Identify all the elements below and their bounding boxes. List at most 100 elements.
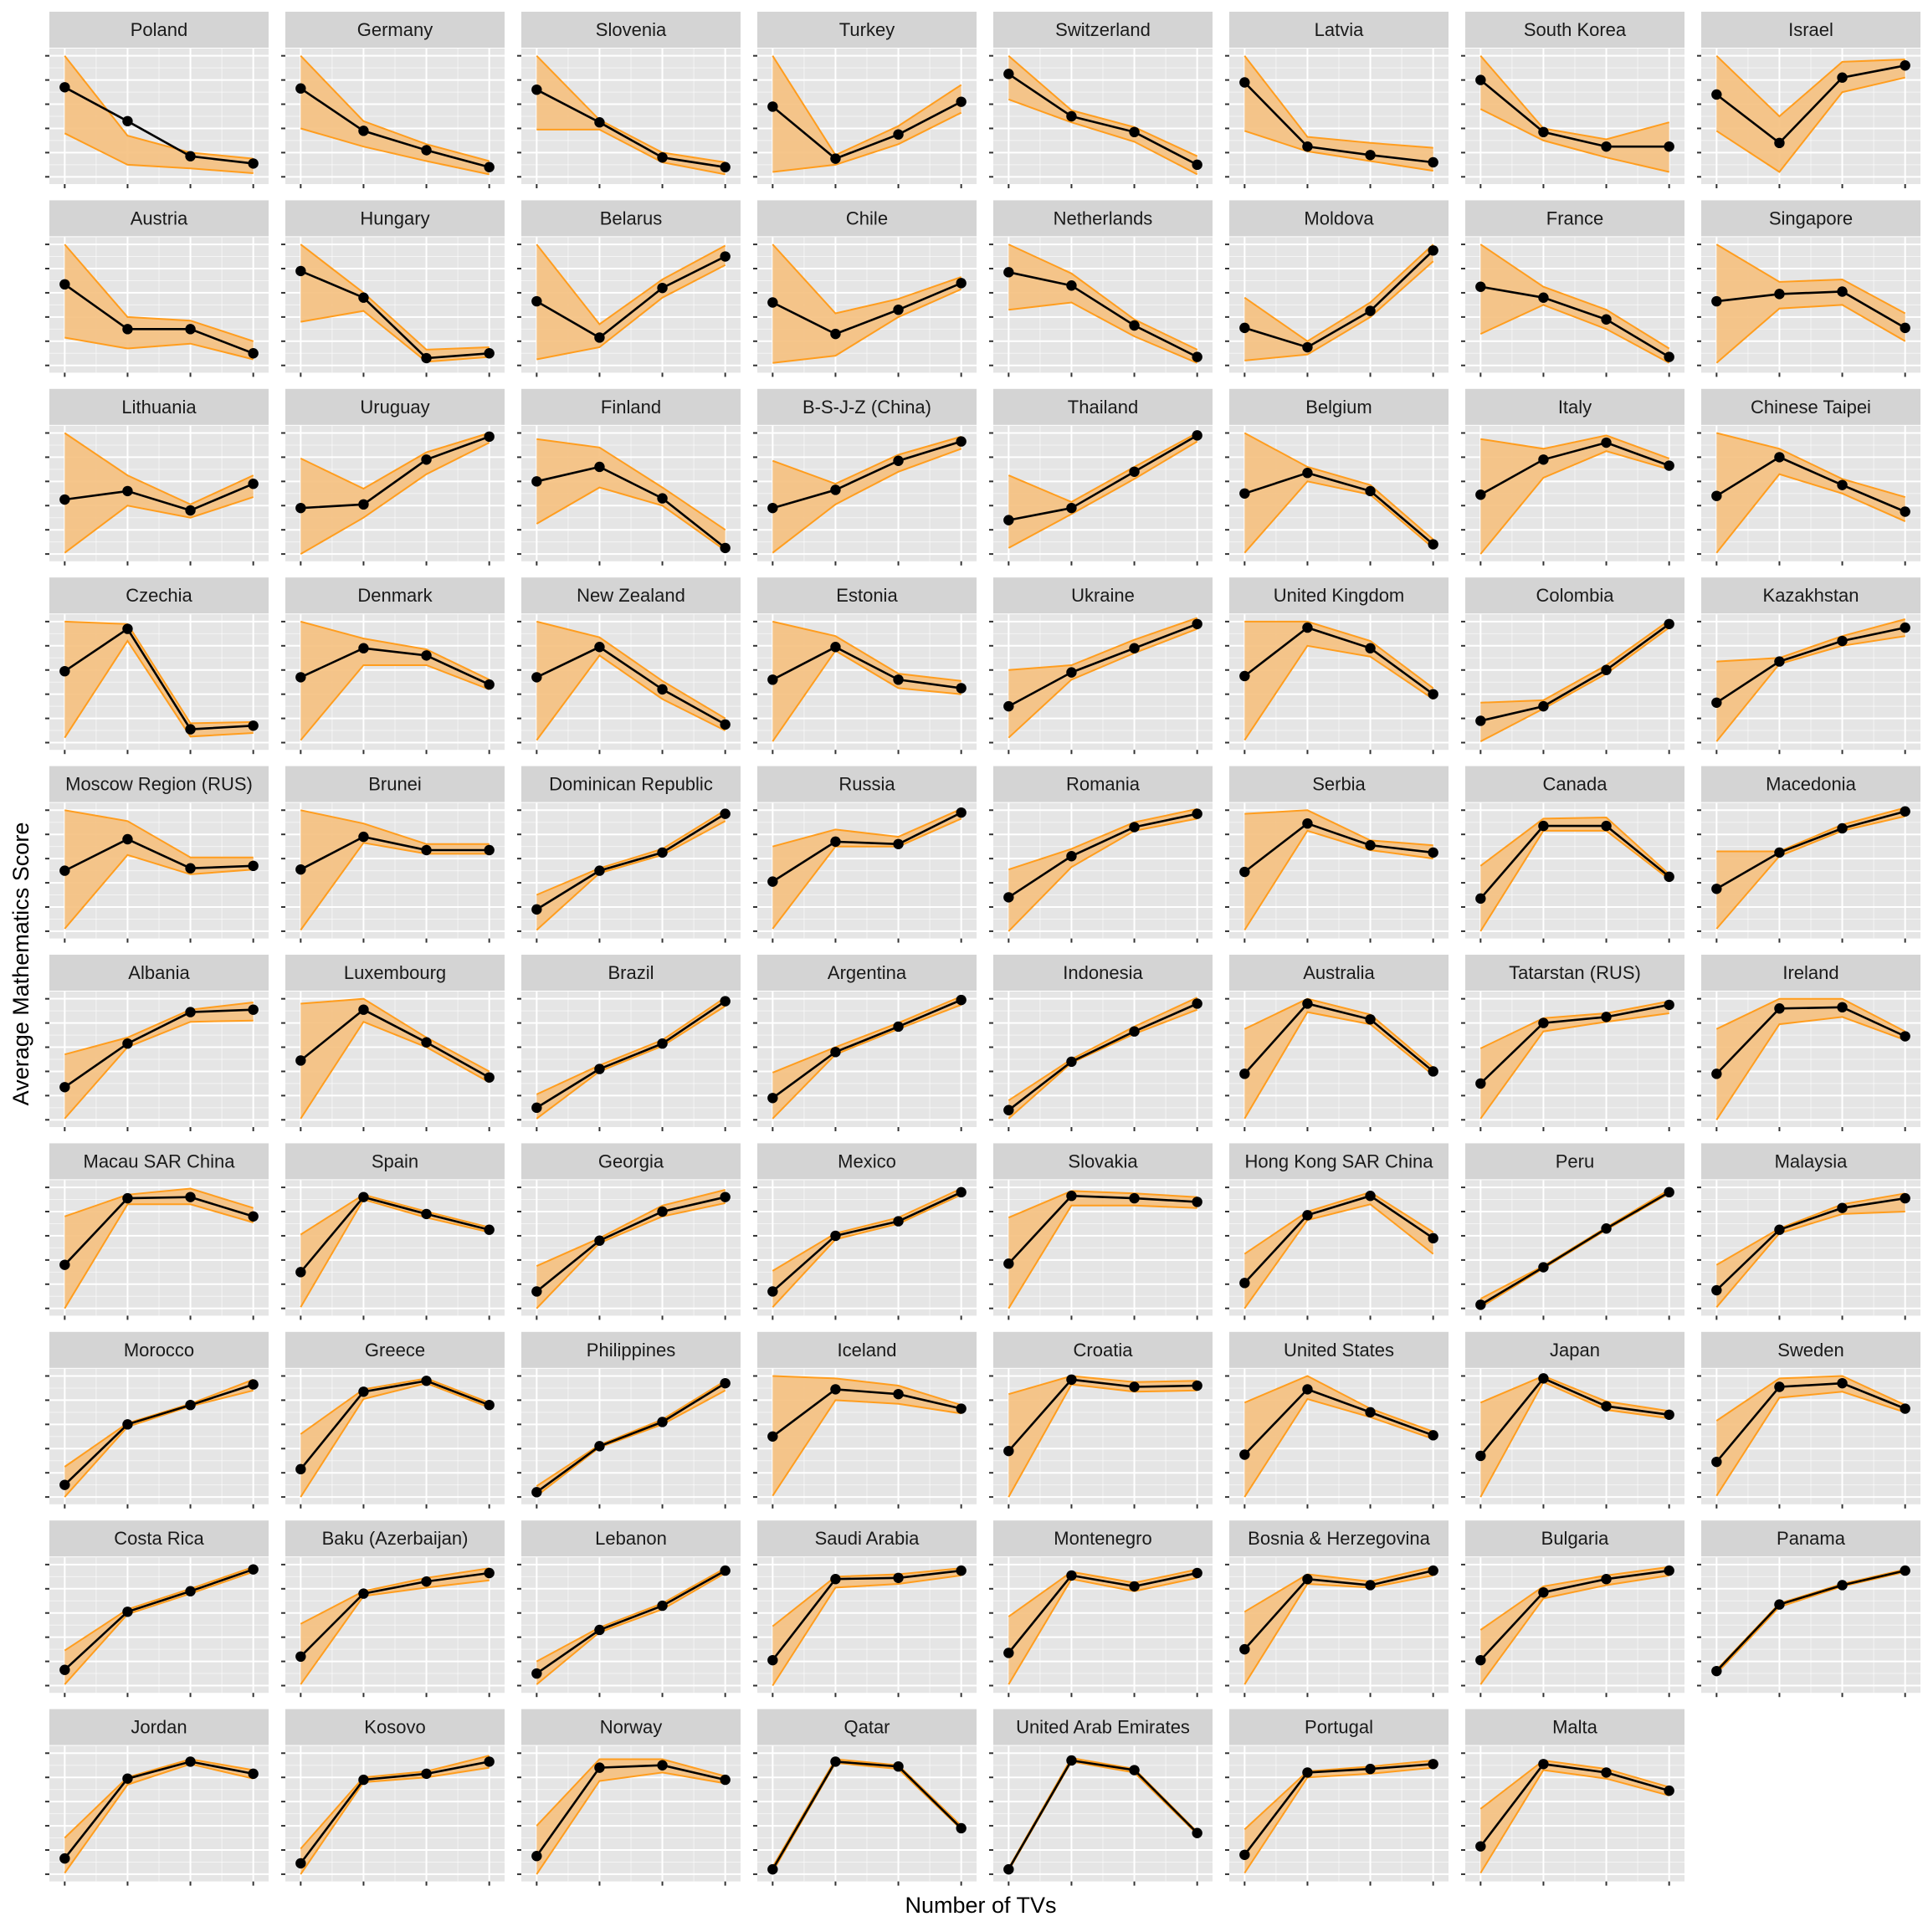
upper-bound-line — [772, 807, 962, 848]
y-axis-title: Average Mathematics Score — [8, 823, 33, 1106]
upper-bound-line — [64, 55, 254, 160]
upper-bound-line — [772, 1187, 962, 1272]
mean-line — [64, 86, 254, 165]
data-point — [830, 484, 841, 495]
data-point — [1066, 110, 1077, 122]
facet-panel: Hong Kong SAR China — [1225, 1143, 1449, 1320]
data-point — [830, 642, 841, 653]
confidence-band — [1716, 998, 1905, 1120]
facet-panel: Luxembourg — [281, 955, 505, 1131]
upper-bound-line — [300, 55, 490, 162]
mean-line — [1479, 79, 1669, 148]
facet-strip — [993, 1143, 1213, 1180]
facet-strip — [1465, 955, 1684, 991]
facet-title: Turkey — [839, 19, 895, 40]
mean-line — [536, 465, 726, 549]
data-point — [956, 96, 967, 107]
data-point — [1003, 1863, 1014, 1875]
data-point — [358, 499, 369, 510]
facet-strip — [1465, 1143, 1684, 1180]
facet-title: Colombia — [1536, 585, 1615, 606]
lower-bound-line — [772, 1399, 961, 1497]
mean-line — [300, 435, 490, 510]
upper-bound-line — [772, 1758, 962, 1868]
mean-line — [1479, 441, 1670, 496]
mean-line — [772, 440, 962, 510]
data-point — [1900, 1192, 1910, 1204]
lower-bound-line — [1479, 829, 1670, 932]
data-point — [484, 1072, 495, 1083]
lower-bound-line — [300, 127, 490, 176]
mean-line — [300, 835, 490, 871]
lower-bound-line — [1008, 1383, 1197, 1498]
data-point — [185, 505, 196, 516]
facet-strip — [757, 1709, 977, 1745]
data-point — [1601, 141, 1612, 152]
facet-panel: Chile — [753, 200, 977, 377]
data-point — [1302, 1384, 1313, 1395]
data-point — [1365, 485, 1376, 497]
facet-strip — [757, 955, 977, 991]
data-point — [1601, 1223, 1612, 1234]
facet-title: Chile — [846, 208, 888, 228]
data-point — [421, 1037, 432, 1048]
data-point — [1192, 618, 1202, 629]
data-point — [295, 1267, 306, 1278]
data-point — [1774, 656, 1785, 667]
confidence-band — [1244, 433, 1433, 553]
lower-bound-line — [536, 486, 726, 551]
mean-line — [772, 282, 962, 336]
data-point — [248, 348, 259, 359]
lower-bound-line — [772, 1193, 962, 1308]
data-point — [1192, 1197, 1202, 1207]
data-point — [1365, 1014, 1376, 1025]
facet-strip — [1229, 1143, 1449, 1180]
facet-panel: Indonesia — [989, 955, 1213, 1131]
data-point — [1601, 664, 1612, 675]
mean-line — [772, 100, 962, 161]
facet-title: Hungary — [360, 208, 429, 228]
mean-line — [772, 1760, 962, 1870]
facet-title: Czechia — [126, 585, 192, 606]
upper-bound-line — [536, 1567, 726, 1663]
confidence-band — [772, 55, 961, 172]
upper-bound-line — [772, 1375, 961, 1407]
facet-strip — [521, 12, 741, 48]
data-point — [594, 642, 605, 653]
data-point — [1066, 280, 1077, 291]
lower-bound-line — [772, 1003, 962, 1120]
upper-bound-line — [536, 1189, 726, 1268]
upper-bound-line — [1716, 618, 1905, 663]
data-point — [1664, 1565, 1674, 1576]
data-point — [1239, 488, 1250, 499]
upper-bound-line — [1008, 1375, 1197, 1396]
confidence-band — [1716, 1193, 1905, 1308]
facet-title: Brazil — [608, 962, 654, 983]
facet-panel: South Korea — [1461, 12, 1684, 188]
confidence-band — [536, 55, 726, 175]
lower-bound-line — [64, 1389, 254, 1498]
facet-panel: B-S-J-Z (China) — [753, 388, 977, 566]
lower-bound-line — [1715, 76, 1905, 173]
mean-line — [1008, 1194, 1197, 1265]
data-point — [767, 1093, 778, 1104]
data-point — [1003, 1258, 1014, 1269]
lower-bound-line — [300, 442, 490, 555]
confidence-band — [1480, 817, 1669, 931]
facet-title: Peru — [1556, 1150, 1594, 1171]
facet-strip — [285, 955, 505, 991]
facet-panel: Bosnia & Herzegovina — [1225, 1520, 1449, 1698]
upper-bound-line — [1243, 1191, 1434, 1255]
confidence-band — [1244, 1191, 1433, 1309]
data-point — [1774, 452, 1785, 463]
confidence-band — [772, 244, 961, 363]
data-point — [1428, 539, 1438, 550]
mean-line — [1008, 623, 1198, 708]
data-point — [830, 1384, 841, 1395]
data-point — [59, 1664, 70, 1675]
upper-bound-line — [1244, 620, 1434, 689]
data-point — [295, 1055, 306, 1066]
data-point — [956, 683, 967, 694]
confidence-band — [300, 1194, 490, 1308]
facet-strip — [521, 1709, 741, 1745]
